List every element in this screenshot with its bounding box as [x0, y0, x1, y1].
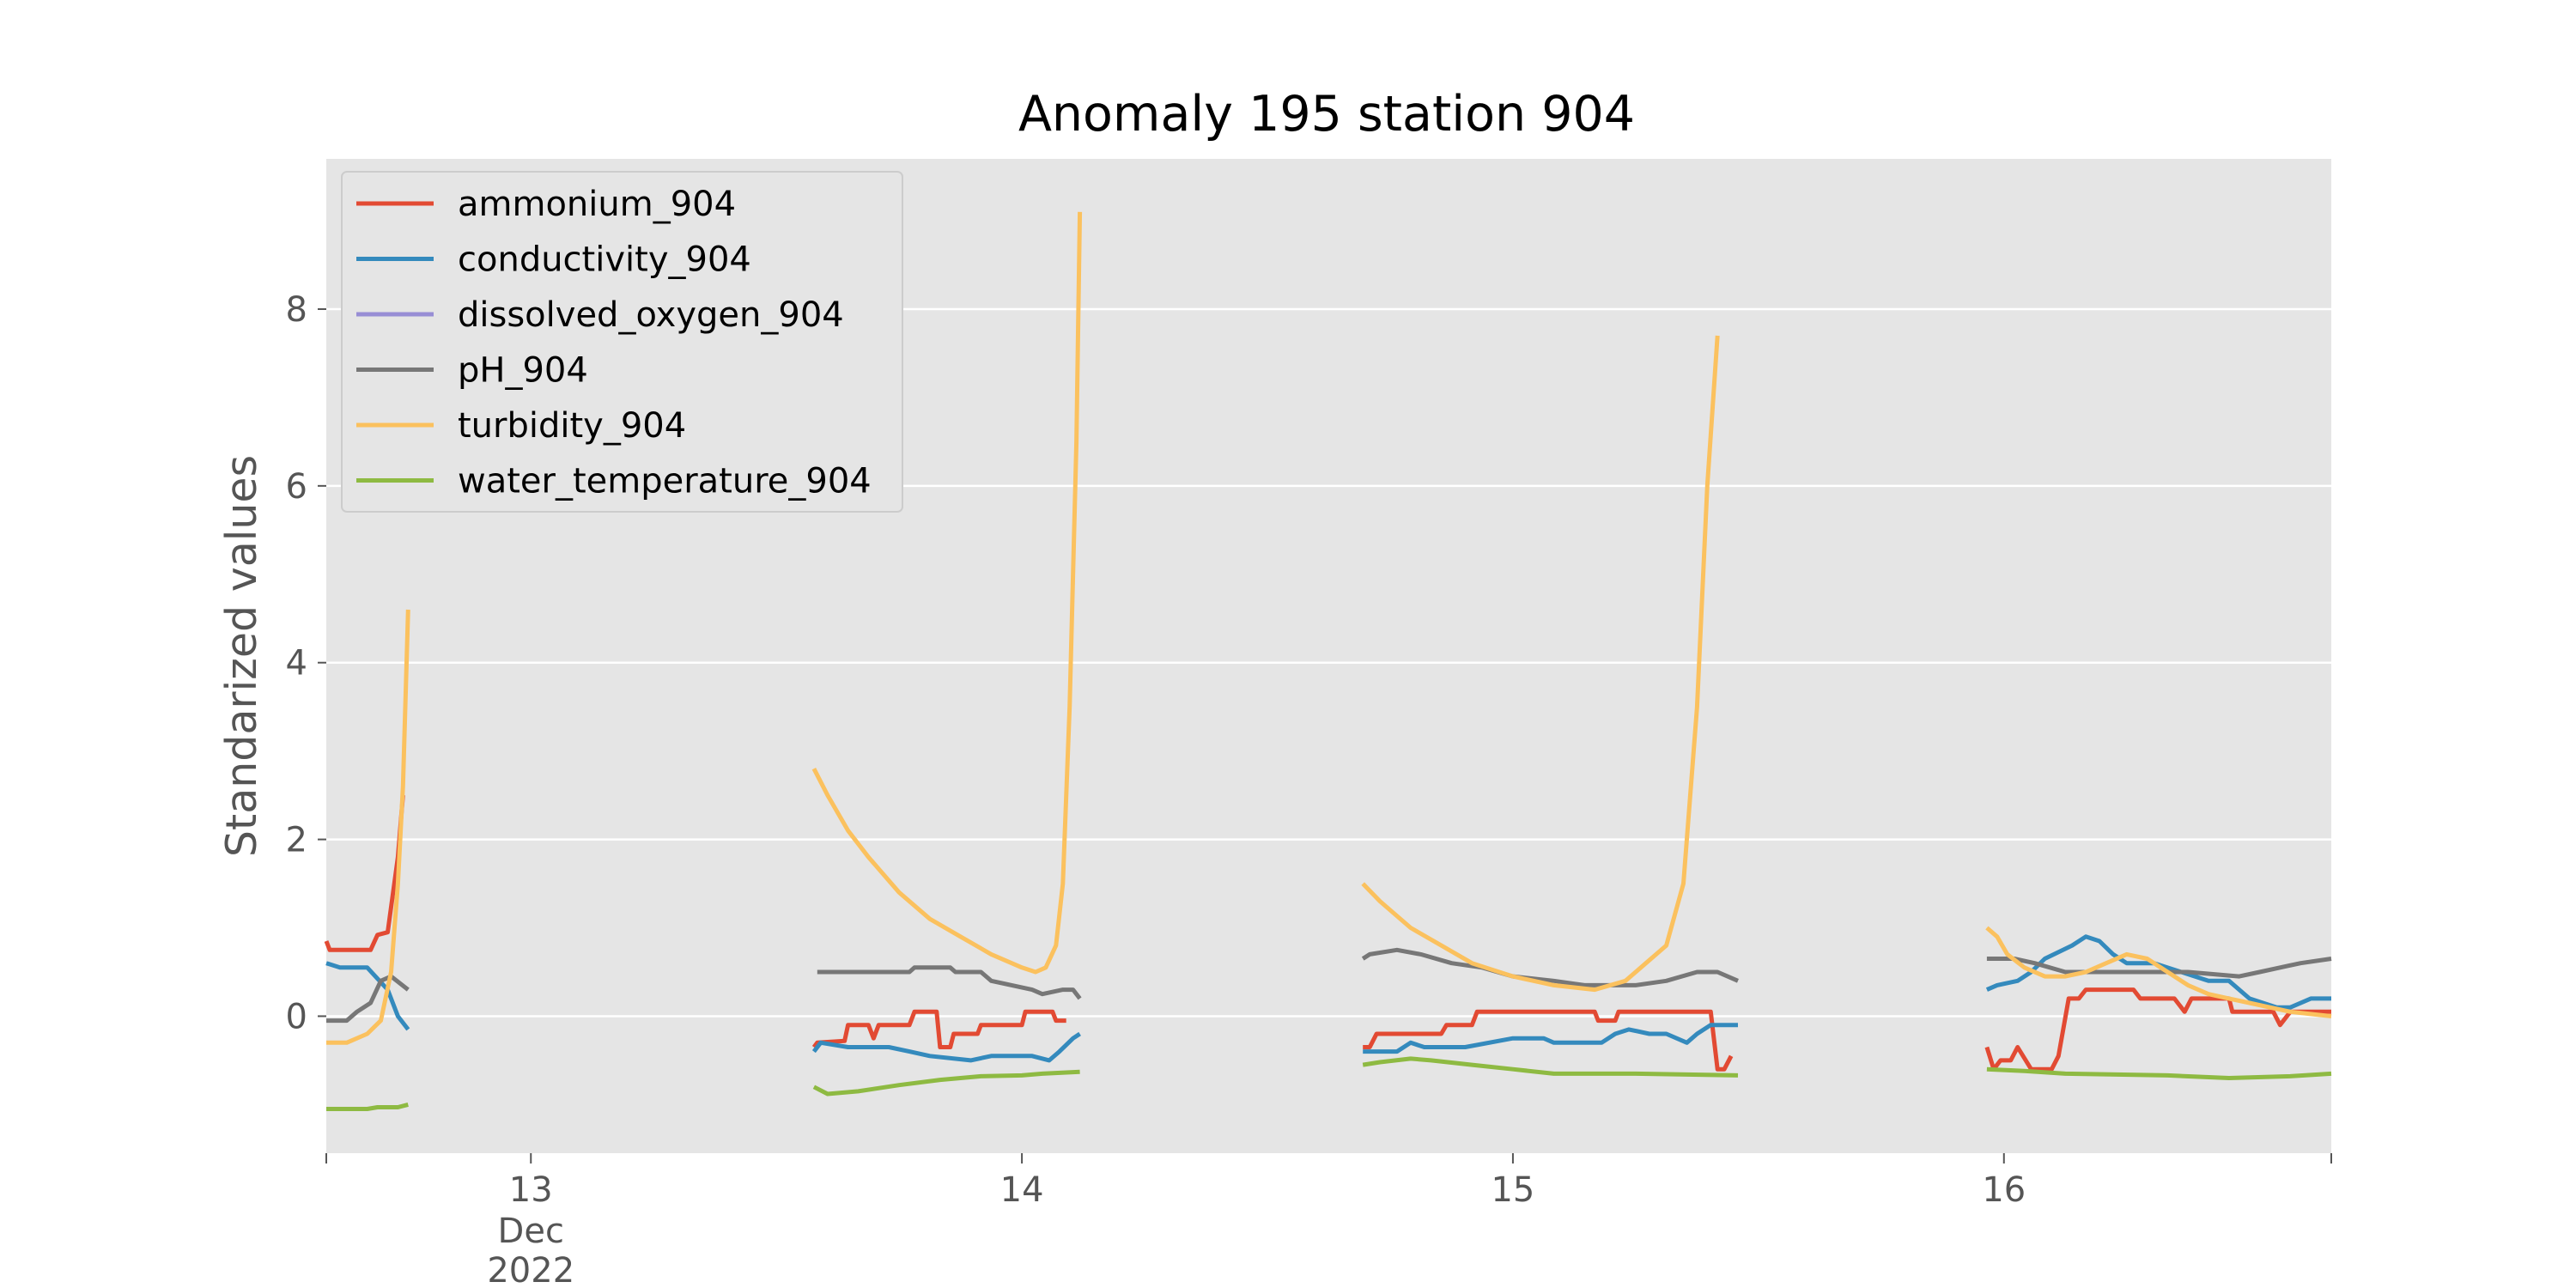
legend-item: dissolved_oxygen_904 — [356, 295, 844, 335]
y-axis-ticks: 0 2 4 6 8 — [286, 290, 326, 1036]
series-water-temperature-904 — [326, 1056, 2332, 1111]
series-line — [325, 961, 410, 1031]
x-tick-sublabel: Dec — [498, 1212, 564, 1251]
legend-label: conductivity_904 — [458, 240, 751, 280]
series-line — [1986, 957, 2332, 979]
y-tick-label: 6 — [286, 467, 307, 507]
legend-item: pH_904 — [356, 351, 588, 391]
legend-item: turbidity_904 — [356, 406, 686, 446]
x-tick-label: 14 — [1000, 1170, 1044, 1210]
series-line — [326, 1102, 409, 1111]
series-line — [817, 965, 1082, 1000]
series-line — [1985, 926, 2332, 1018]
series-line — [811, 1031, 1081, 1063]
x-tick-sublabel: 2022 — [487, 1251, 574, 1288]
legend-items: ammonium_904 conductivity_904 dissolved_ox… — [356, 185, 872, 501]
legend-item: ammonium_904 — [356, 185, 736, 224]
series-line — [1363, 1023, 1738, 1054]
series-turbidity-904 — [326, 211, 2332, 1045]
x-axis-ticks: 13 14 15 16 — [325, 1153, 2332, 1210]
y-tick-label: 2 — [286, 821, 307, 860]
y-tick-label: 4 — [286, 644, 307, 683]
legend: ammonium_904 conductivity_904 dissolved_ox… — [341, 171, 903, 513]
legend-label: turbidity_904 — [458, 406, 686, 446]
series-line — [326, 609, 410, 1045]
legend-box — [341, 171, 903, 513]
legend-label: water_temperature_904 — [458, 462, 872, 501]
series-line — [1363, 1009, 1734, 1072]
series-line — [1986, 1066, 2332, 1080]
y-tick-label: 0 — [286, 997, 307, 1036]
x-tick-label: 16 — [1982, 1170, 2026, 1210]
x-tick-label: 15 — [1491, 1170, 1534, 1210]
legend-label: dissolved_oxygen_904 — [458, 295, 844, 335]
series-ammonium-904 — [324, 794, 2331, 1072]
legend-label: ammonium_904 — [458, 185, 736, 224]
series-line — [1984, 987, 2331, 1072]
legend-item: water_temperature_904 — [356, 462, 872, 501]
legend-label: pH_904 — [458, 351, 588, 391]
x-tick-label: 13 — [509, 1170, 553, 1210]
series-line — [1361, 335, 1720, 993]
series-lines — [324, 211, 2332, 1111]
legend-item: conductivity_904 — [356, 240, 751, 280]
series-line — [811, 1009, 1066, 1049]
series-line — [812, 1069, 1080, 1097]
series-line — [1362, 1056, 1739, 1078]
series-line — [811, 211, 1083, 975]
y-axis-label: Standarized values — [217, 455, 266, 857]
chart-title: Anomaly 195 station 904 — [1018, 86, 1635, 143]
y-tick-label: 8 — [286, 290, 307, 330]
